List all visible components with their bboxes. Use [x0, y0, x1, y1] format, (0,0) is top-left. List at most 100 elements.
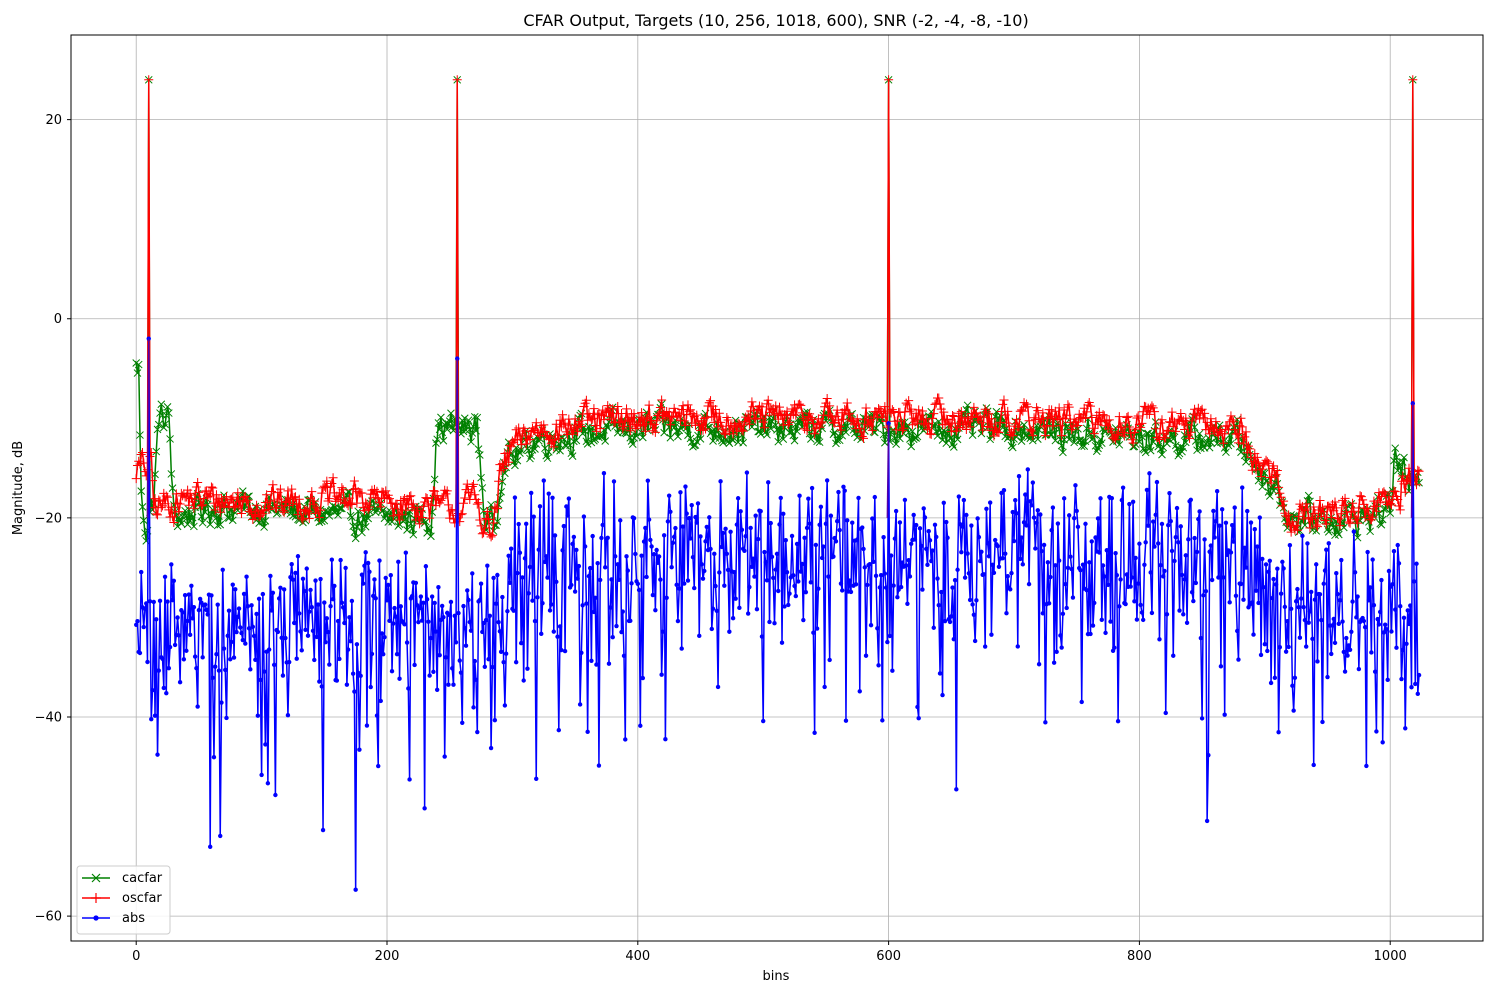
point-abs — [937, 671, 943, 676]
point-abs — [1355, 594, 1360, 599]
point-abs — [611, 479, 617, 484]
legend-box — [76, 865, 171, 935]
point-abs — [294, 656, 299, 661]
point-cacfar — [434, 419, 443, 427]
point-abs — [1135, 581, 1141, 586]
point-oscfar — [822, 394, 832, 404]
point-oscfar — [1117, 422, 1127, 432]
point-abs — [1300, 533, 1305, 539]
point-abs — [1374, 729, 1379, 734]
point-oscfar — [1064, 402, 1074, 412]
point-oscfar — [277, 500, 287, 510]
point-cacfar — [778, 428, 786, 436]
point-oscfar — [1112, 430, 1122, 440]
point-oscfar — [1324, 501, 1334, 511]
point-abs — [690, 555, 696, 560]
point-oscfar — [388, 511, 398, 521]
point-abs — [964, 512, 969, 518]
point-abs — [1281, 566, 1286, 571]
point-oscfar — [1200, 408, 1210, 418]
point-oscfar — [706, 396, 716, 406]
point-abs — [240, 637, 245, 643]
point-abs — [1093, 535, 1098, 540]
point-cacfar — [625, 425, 633, 434]
point-abs — [610, 634, 615, 640]
point-abs — [971, 612, 977, 617]
point-oscfar — [924, 418, 934, 428]
point-oscfar — [219, 502, 229, 512]
point-abs — [792, 583, 797, 589]
point-abs — [1035, 508, 1041, 513]
point-oscfar — [1033, 406, 1043, 416]
point-cacfar — [348, 513, 356, 522]
legend-label-abs: abs — [122, 911, 145, 926]
point-abs — [204, 607, 209, 613]
point-oscfar — [998, 399, 1008, 409]
point-oscfar — [1059, 405, 1069, 415]
point-oscfar — [734, 419, 744, 429]
point-abs — [1370, 557, 1375, 562]
point-oscfar — [1107, 427, 1117, 437]
point-cacfar — [1205, 443, 1214, 452]
point-abs — [339, 600, 345, 605]
point-oscfar — [828, 417, 838, 427]
point-abs — [324, 616, 330, 621]
point-abs — [1092, 600, 1097, 606]
point-oscfar — [363, 504, 373, 514]
point-abs — [603, 565, 608, 570]
point-abs — [771, 575, 776, 581]
point-abs — [836, 489, 841, 495]
point-cacfar — [493, 517, 502, 526]
point-abs — [421, 600, 426, 606]
point-abs — [813, 542, 819, 548]
point-abs — [466, 597, 471, 603]
point-abs — [619, 629, 624, 635]
point-abs — [1364, 763, 1369, 769]
point-oscfar — [302, 505, 312, 515]
point-abs — [688, 536, 693, 541]
point-abs — [172, 642, 178, 648]
point-abs — [467, 619, 472, 625]
x-tick-label: 800 — [1127, 949, 1152, 964]
point-abs — [492, 717, 498, 723]
point-abs — [170, 597, 175, 603]
point-oscfar — [298, 515, 308, 525]
point-abs — [1020, 562, 1025, 567]
point-abs — [511, 608, 516, 613]
point-oscfar — [1236, 413, 1246, 423]
point-oscfar — [805, 409, 815, 419]
point-oscfar — [1270, 471, 1280, 481]
point-oscfar — [437, 493, 447, 503]
point-abs — [698, 534, 703, 539]
point-oscfar — [243, 495, 253, 505]
point-oscfar — [1326, 512, 1336, 522]
point-cacfar — [785, 428, 794, 437]
point-abs — [536, 547, 541, 552]
series-line-abs — [135, 337, 1420, 891]
point-abs — [249, 603, 254, 608]
point-oscfar — [205, 491, 215, 501]
point-abs — [738, 509, 743, 514]
point-oscfar — [1119, 431, 1129, 441]
point-abs — [697, 633, 702, 639]
point-abs — [250, 624, 256, 629]
point-oscfar — [1348, 498, 1358, 508]
point-abs — [318, 576, 323, 582]
point-abs — [1078, 567, 1083, 573]
point-abs — [1088, 631, 1093, 637]
point-cacfar — [1017, 437, 1026, 446]
point-abs — [1059, 645, 1064, 650]
point-oscfar — [1098, 410, 1108, 420]
point-abs — [750, 556, 756, 561]
point-abs — [428, 635, 434, 641]
point-abs — [1381, 630, 1387, 635]
point-oscfar — [956, 407, 966, 417]
point-abs — [939, 589, 944, 595]
point-oscfar — [275, 484, 285, 494]
point-oscfar — [906, 404, 916, 414]
point-oscfar — [344, 493, 354, 503]
point-abs — [353, 887, 358, 892]
point-abs — [1137, 541, 1142, 546]
point-abs — [465, 588, 470, 593]
point-abs — [863, 653, 869, 658]
